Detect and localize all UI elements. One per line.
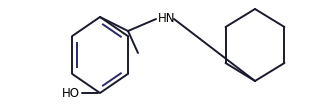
- Text: HN: HN: [158, 12, 176, 25]
- Text: HO: HO: [62, 86, 80, 99]
